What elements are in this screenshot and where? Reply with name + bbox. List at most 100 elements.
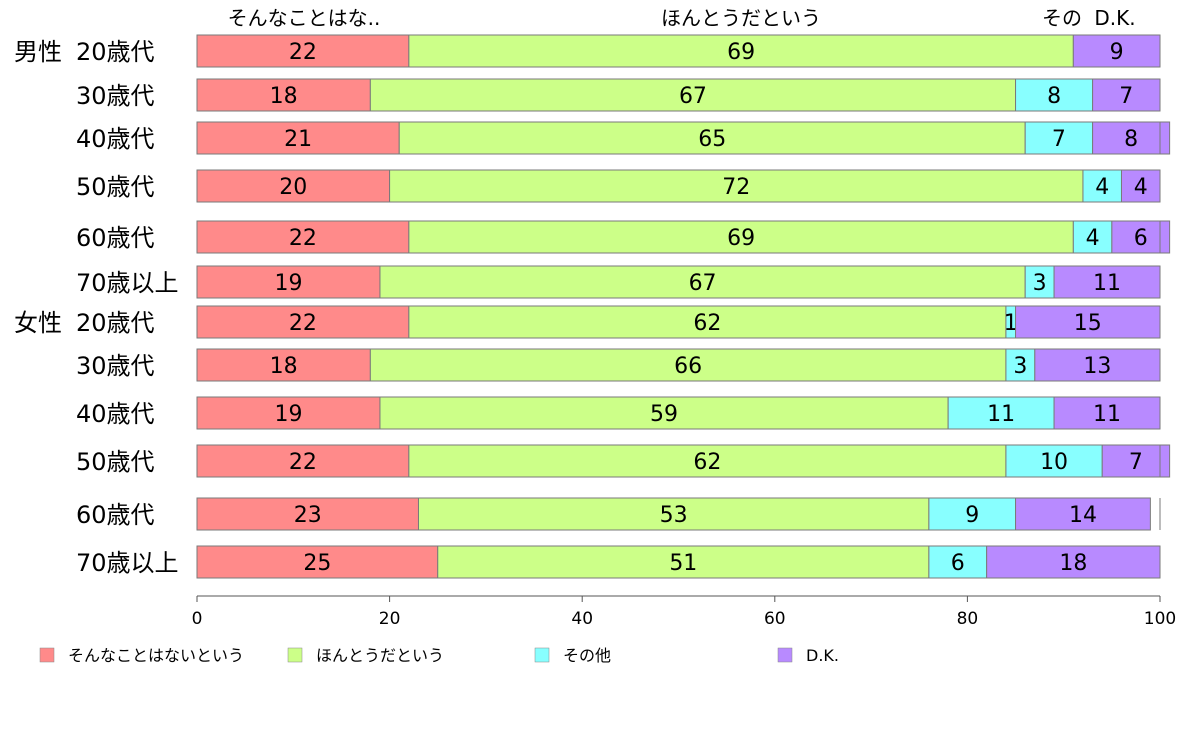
data-label: 1 [1004, 311, 1018, 336]
bar-segment [369, 348, 1007, 382]
data-label: 7 [1129, 450, 1143, 475]
data-label: 3 [1033, 271, 1047, 296]
bar-segment [196, 305, 410, 339]
data-label: 65 [698, 127, 726, 152]
row-label: 30歳代 [76, 352, 155, 380]
x-tick-label: 60 [764, 609, 786, 629]
column-header: ほんとうだという [661, 6, 821, 30]
x-tick-label: 80 [957, 609, 979, 629]
data-label: 51 [669, 551, 697, 576]
group-label: 男性 [14, 38, 62, 66]
legend-label: ほんとうだという [316, 646, 444, 665]
x-tick-label: 40 [571, 609, 593, 629]
data-label: 11 [1093, 271, 1121, 296]
bar-segment [1024, 265, 1055, 299]
row-label: 40歳代 [76, 400, 155, 428]
bar-segment [1015, 305, 1161, 339]
bar-segment [1015, 497, 1151, 531]
bar-segment [1015, 78, 1094, 112]
bar-segment [379, 265, 1026, 299]
data-label: 11 [1093, 402, 1121, 427]
data-label: 13 [1083, 354, 1111, 379]
bar-segment [196, 545, 439, 579]
bar-segment [398, 121, 1026, 155]
legend-swatch [39, 647, 55, 663]
row-label: 70歳以上 [76, 269, 179, 297]
bar-segment [928, 497, 1017, 531]
data-label: 72 [722, 175, 750, 200]
data-label: 8 [1047, 84, 1061, 109]
row-label: 60歳代 [76, 224, 155, 252]
data-label: 18 [1059, 551, 1087, 576]
bar-segment [196, 396, 381, 430]
bar-segment [196, 265, 381, 299]
data-label: 9 [965, 503, 979, 528]
data-label: 69 [727, 40, 755, 65]
column-header: その [1042, 6, 1082, 30]
x-tick-label: 0 [192, 609, 203, 629]
legend-label: そんなことはないという [68, 646, 244, 665]
data-label: 23 [294, 503, 322, 528]
data-label: 53 [660, 503, 688, 528]
data-label: 22 [289, 311, 317, 336]
data-label: 7 [1052, 127, 1066, 152]
bar-segment [389, 169, 1084, 203]
bar-segment [1024, 121, 1094, 155]
bar-segment [1120, 169, 1161, 203]
data-label: 19 [274, 402, 302, 427]
bar-segment [196, 169, 391, 203]
data-label: 62 [693, 450, 721, 475]
bar-segment [1034, 348, 1161, 382]
data-label: 62 [693, 311, 721, 336]
data-label: 4 [1095, 175, 1109, 200]
x-tick-label: 20 [379, 609, 401, 629]
column-header: D.K. [1094, 6, 1135, 30]
legend-label: D.K. [806, 646, 839, 665]
data-label: 67 [689, 271, 717, 296]
data-label: 3 [1013, 354, 1027, 379]
data-label: 18 [270, 354, 298, 379]
data-label: 21 [284, 127, 312, 152]
data-label: 10 [1040, 450, 1068, 475]
row-label: 50歳代 [76, 173, 155, 201]
row-label: 50歳代 [76, 448, 155, 476]
row-label: 70歳以上 [76, 549, 179, 577]
data-label: 8 [1124, 127, 1138, 152]
data-label: 11 [987, 402, 1015, 427]
row-label: 20歳代 [76, 38, 155, 66]
bar-segment [1072, 220, 1113, 254]
data-label: 4 [1086, 226, 1100, 251]
legend-swatch [534, 647, 550, 663]
data-label: 22 [289, 450, 317, 475]
bar-segment [1082, 169, 1122, 203]
row-label: 20歳代 [76, 309, 155, 337]
column-header: そんなことはな.. [228, 6, 381, 30]
data-label: 6 [1134, 226, 1148, 251]
bar-segment [928, 545, 988, 579]
legend-label: その他 [563, 646, 611, 665]
bar-segment [1101, 444, 1171, 478]
bar-segment [1053, 396, 1161, 430]
bar-segment [196, 34, 410, 68]
bar-segment [437, 545, 930, 579]
x-tick-label: 100 [1144, 609, 1176, 629]
bar-segment [196, 121, 400, 155]
data-label: 59 [650, 402, 678, 427]
bar-segment [379, 396, 949, 430]
bar-segment [196, 497, 419, 531]
data-label: 9 [1110, 40, 1124, 65]
bar-segment [1072, 34, 1161, 68]
bar-segment [1053, 265, 1161, 299]
legend-swatch [777, 647, 793, 663]
data-label: 19 [274, 271, 302, 296]
bar-segment [408, 34, 1074, 68]
data-label: 20 [279, 175, 307, 200]
data-label: 14 [1069, 503, 1097, 528]
data-label: 25 [303, 551, 331, 576]
row-label: 30歳代 [76, 82, 155, 110]
data-label: 66 [674, 354, 702, 379]
bar-segment [947, 396, 1055, 430]
data-label: 7 [1119, 84, 1133, 109]
